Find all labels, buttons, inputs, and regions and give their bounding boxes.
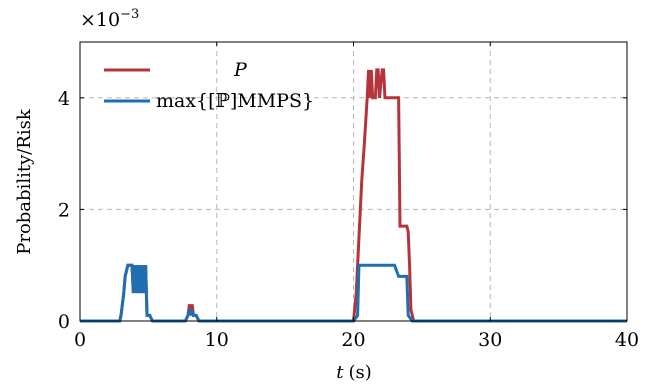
legend-label-p: P	[233, 59, 248, 81]
x-tick-label: 30	[478, 329, 502, 351]
x-tick-label: 10	[205, 329, 229, 351]
legend-label-max-mmps: max{[ℙ]MMPS}	[156, 90, 314, 112]
x-tick-label: 40	[615, 329, 639, 351]
y-tick-label: 2	[58, 199, 70, 221]
y-multiplier: ×10−3	[80, 7, 139, 31]
y-multiplier-exponent: −3	[120, 7, 139, 22]
y-tick-label: 0	[58, 311, 70, 333]
grid	[80, 42, 627, 321]
x-tick-label: 20	[341, 329, 365, 351]
x-tick-label: 0	[74, 329, 86, 351]
y-tick-label: 4	[58, 88, 70, 110]
series-line-max-mmps	[80, 263, 627, 323]
legend: P max{[ℙ]MMPS}	[104, 59, 314, 112]
ticks: 0 10 20 30 40 0 2 4	[58, 42, 639, 351]
y-axis-label: Probability/Risk	[14, 108, 35, 255]
x-axis-label: t (s)	[336, 362, 372, 383]
